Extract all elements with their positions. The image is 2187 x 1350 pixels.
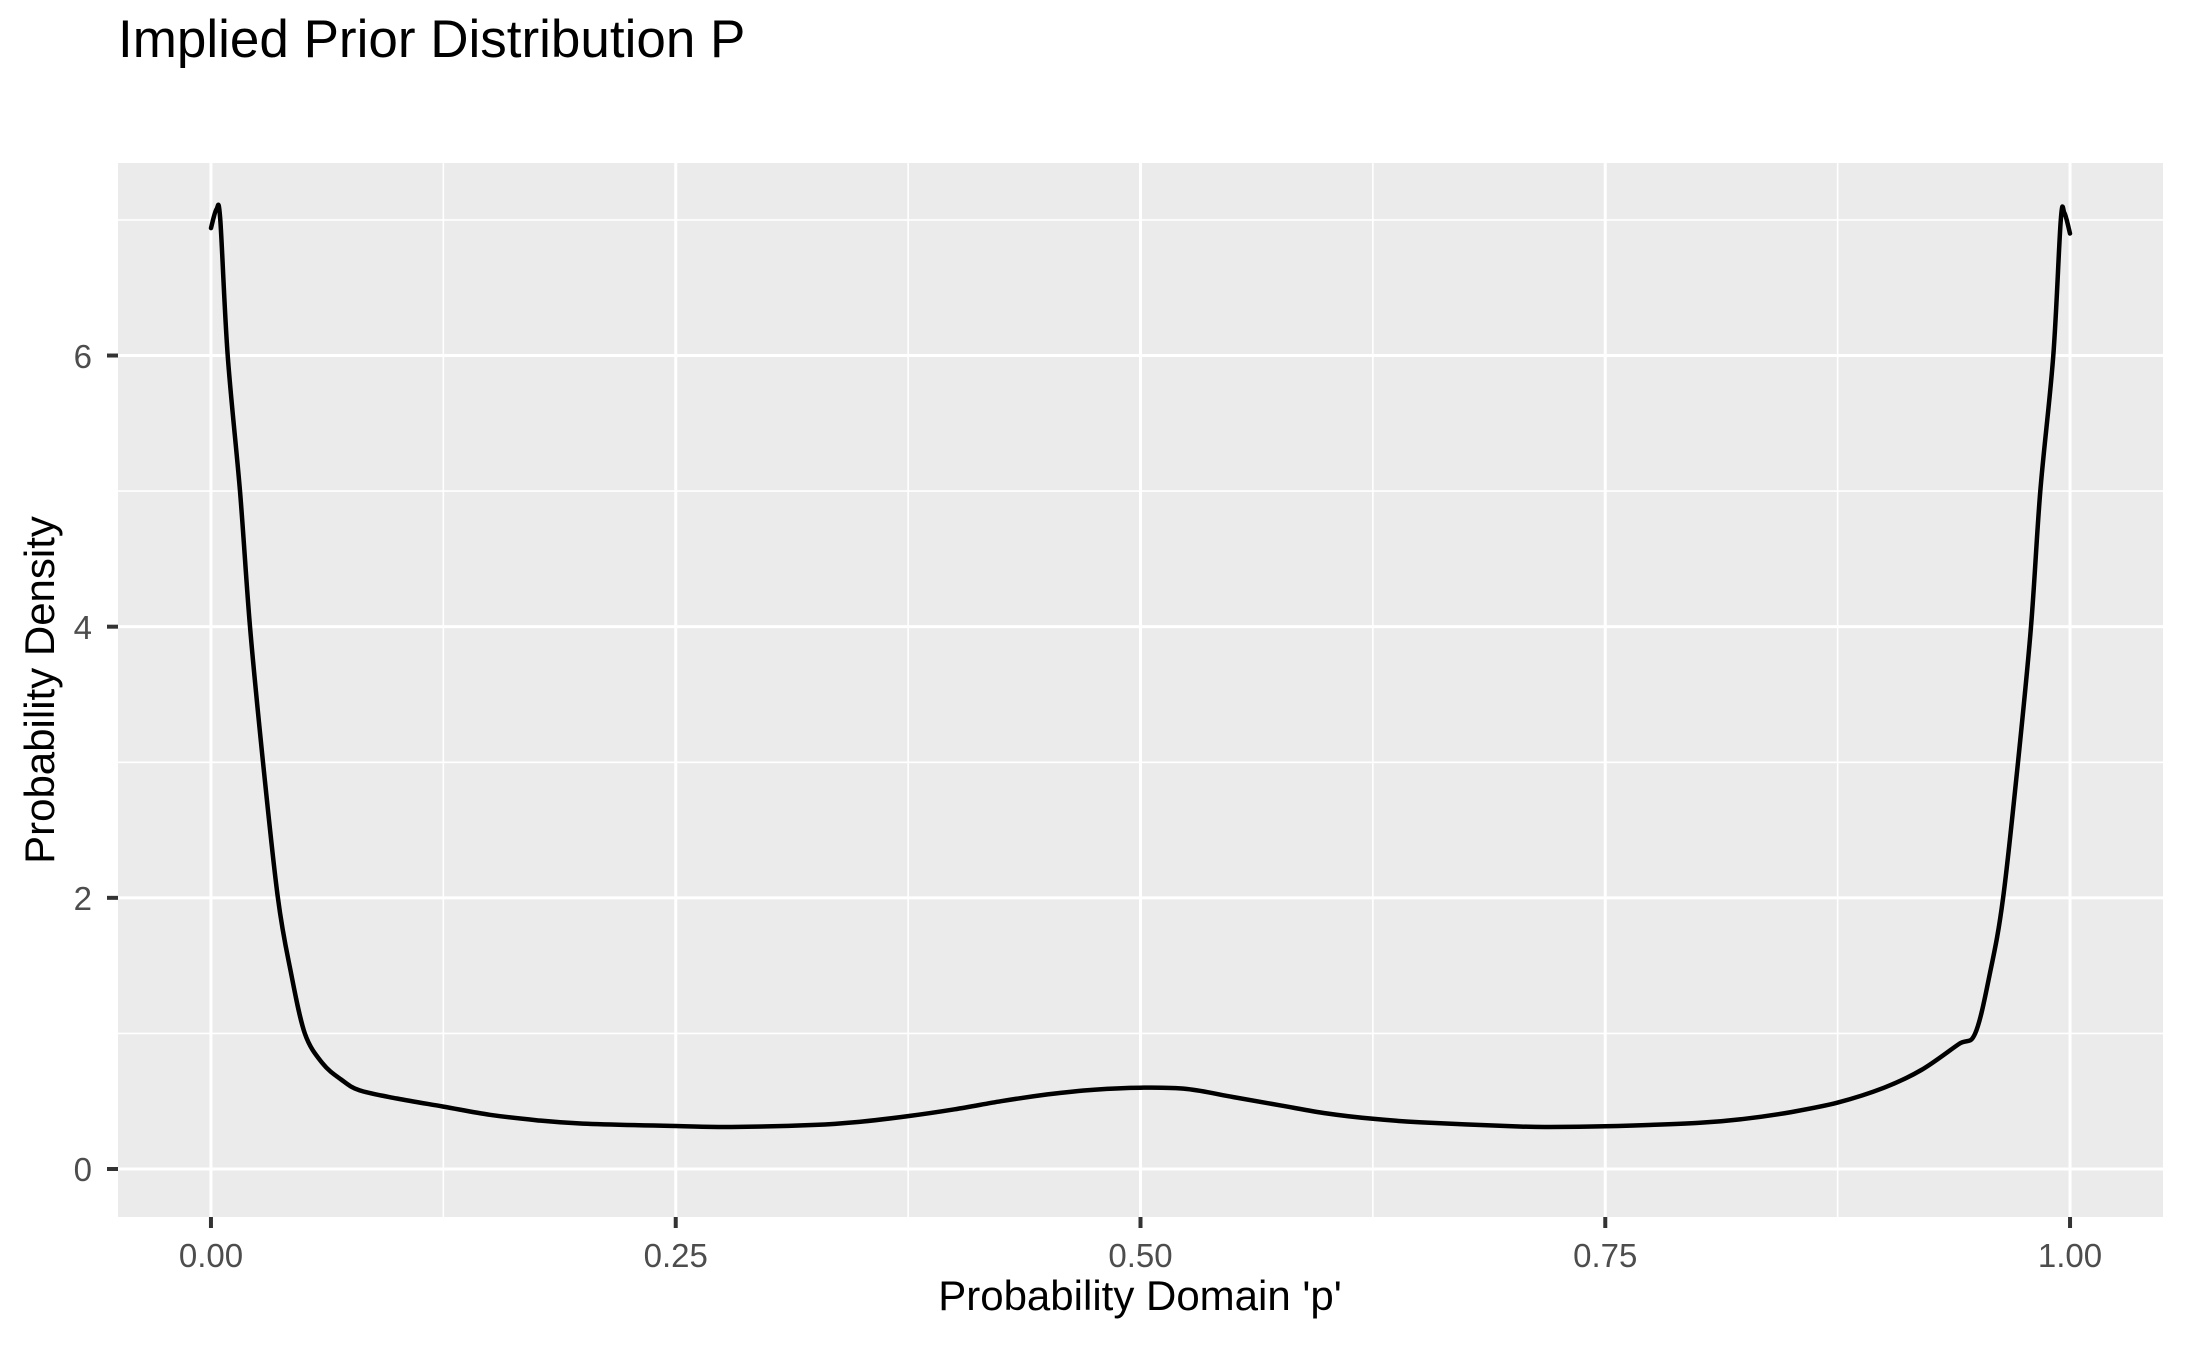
x-tick-label: 0.25 <box>643 1237 708 1274</box>
y-tick-label: 6 <box>73 337 92 375</box>
y-tick-label: 4 <box>73 608 92 646</box>
x-tick-label: 1.00 <box>2037 1237 2103 1274</box>
x-tick-label: 0.75 <box>1573 1237 1638 1274</box>
x-tick-label: 0.00 <box>178 1237 244 1274</box>
x-axis-title: Probability Domain 'p' <box>938 1272 1342 1319</box>
y-tick-label: 2 <box>73 879 92 917</box>
chart-title: Implied Prior Distribution P <box>118 10 746 69</box>
x-tick-label: 0.50 <box>1108 1237 1173 1274</box>
density-curve <box>208 202 2073 1130</box>
y-tick-label: 0 <box>73 1151 92 1188</box>
